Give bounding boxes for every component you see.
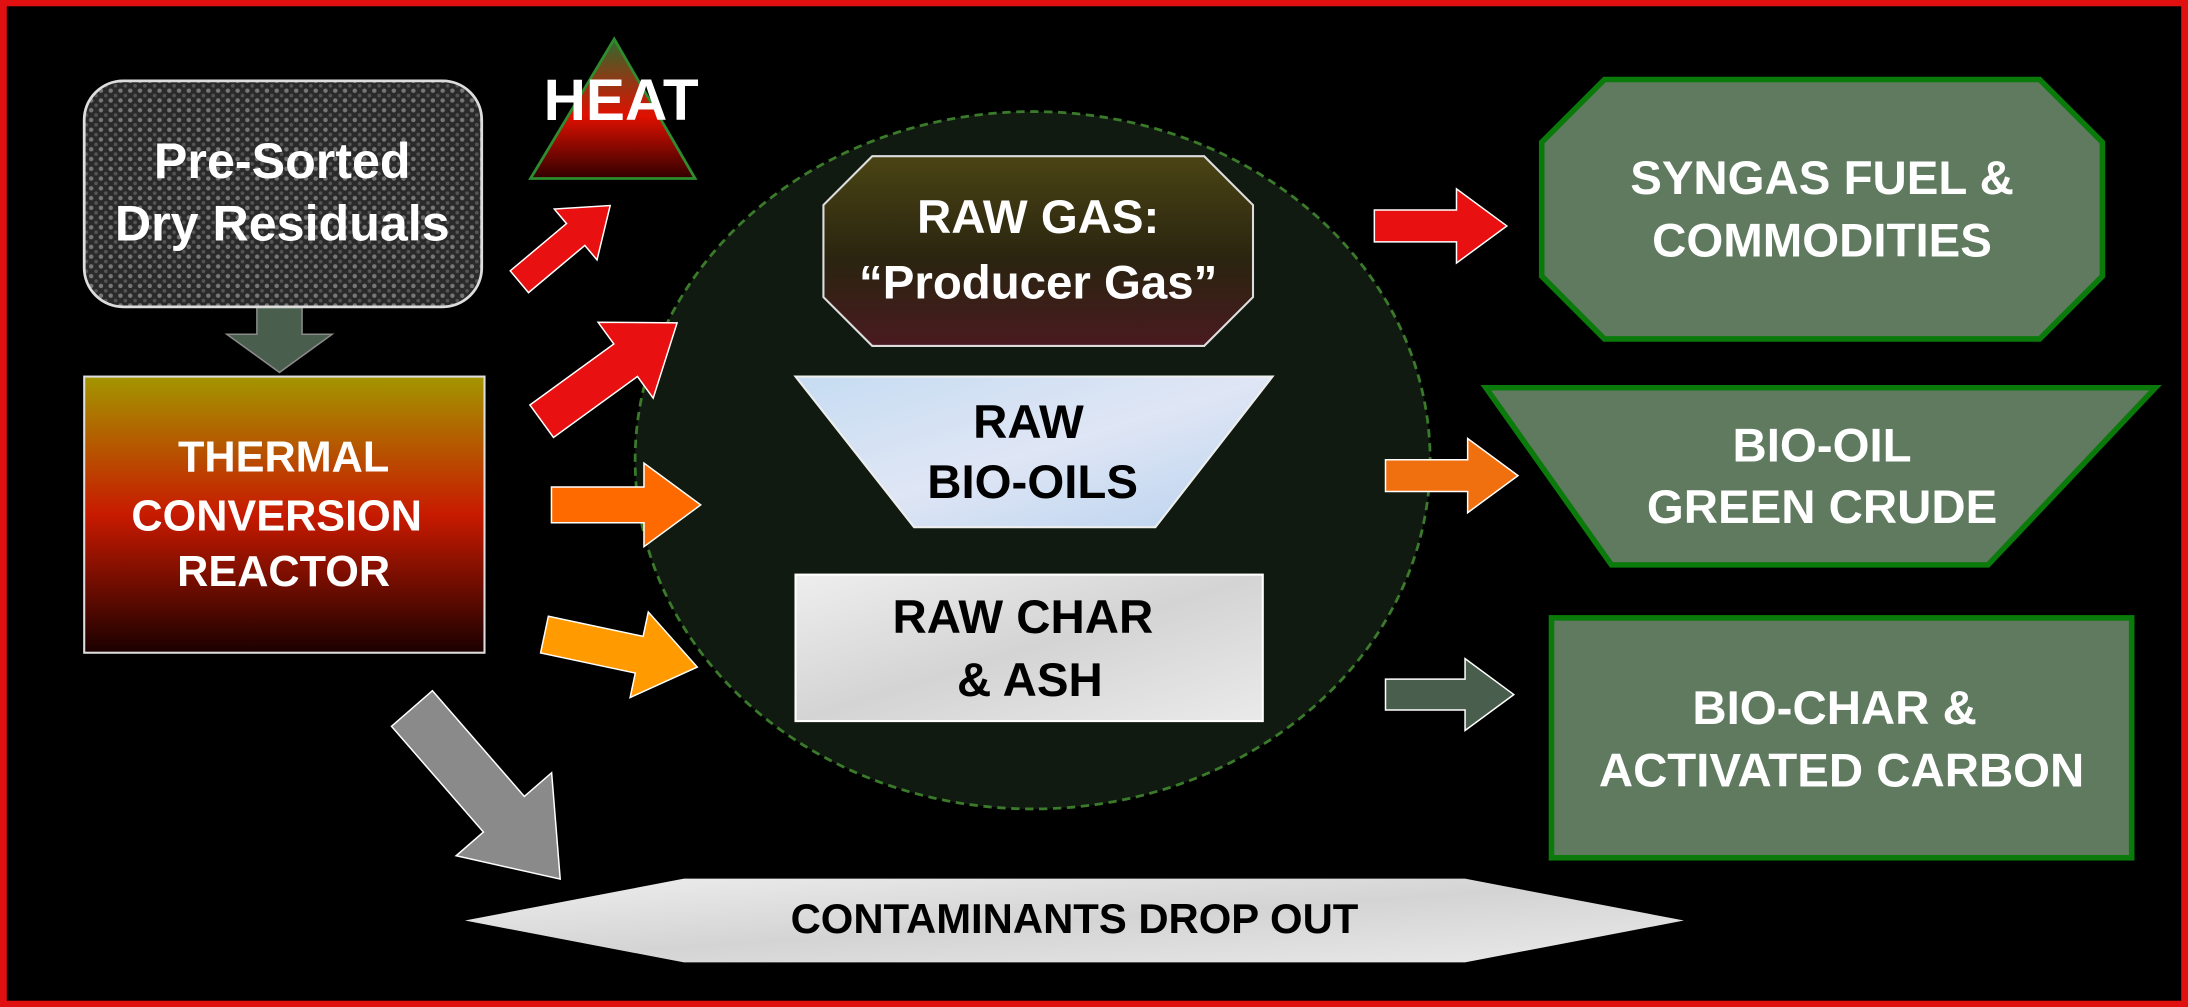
arrow xyxy=(535,592,706,710)
label: & ASH xyxy=(957,654,1103,707)
label: ACTIVATED CARBON xyxy=(1599,745,2084,798)
label: RAW CHAR xyxy=(893,591,1154,644)
raw-char xyxy=(794,573,1264,723)
bio-oil-box xyxy=(1480,384,2162,568)
arrow xyxy=(498,180,631,307)
label: COMMODITIES xyxy=(1652,215,1992,268)
contaminants-box xyxy=(464,878,1684,963)
heat-triangle xyxy=(528,36,698,180)
arrows xyxy=(227,180,1518,920)
raw-bio-oils xyxy=(793,375,1275,529)
label: RAW GAS: xyxy=(917,191,1159,244)
label: HEAT xyxy=(544,68,699,133)
reactor-box xyxy=(83,375,486,654)
label: THERMAL xyxy=(178,434,389,482)
arrow xyxy=(1374,189,1507,263)
label: RAW xyxy=(973,396,1084,449)
label: BIO-OILS xyxy=(927,456,1138,509)
arrow xyxy=(364,667,608,921)
label: “Producer Gas” xyxy=(859,256,1217,309)
label: BIO-CHAR & xyxy=(1692,682,1976,735)
arrow xyxy=(1386,659,1514,731)
arrow xyxy=(551,463,700,547)
bio-char-box xyxy=(1548,615,2135,861)
label: Dry Residuals xyxy=(115,196,450,252)
label: SYNGAS FUEL & xyxy=(1630,152,2014,205)
label: CONVERSION xyxy=(131,492,422,540)
label: GREEN CRUDE xyxy=(1647,481,1997,534)
label: Pre-Sorted xyxy=(154,133,411,189)
arrow xyxy=(514,285,704,459)
input-box xyxy=(82,79,484,309)
label: CONTAMINANTS DROP OUT xyxy=(791,895,1359,942)
arrow xyxy=(1386,439,1519,513)
raw-gas xyxy=(822,155,1255,347)
label: BIO-OIL xyxy=(1733,420,1912,473)
label: REACTOR xyxy=(177,548,390,596)
syngas-box xyxy=(1538,76,2106,342)
